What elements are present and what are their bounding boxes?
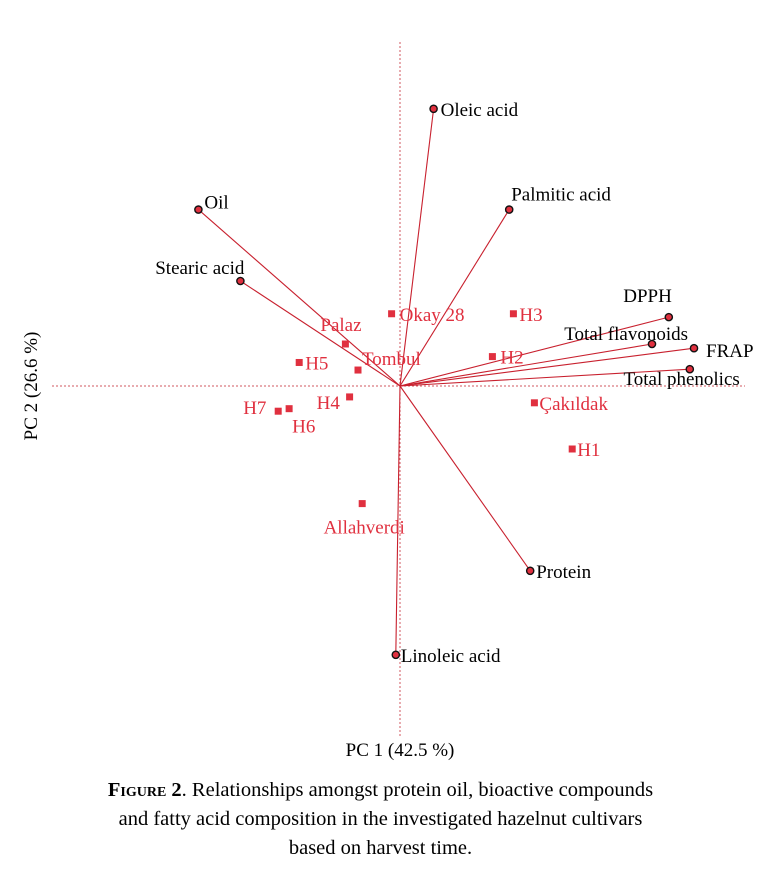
variable-label-protein: Protein: [536, 562, 591, 583]
observation-label-cakildak: Çakıldak: [539, 394, 608, 415]
observation-label-h1: H1: [577, 440, 600, 461]
observation-label-h4: H4: [317, 393, 341, 414]
observation-point-h1: [568, 445, 576, 453]
observation-point-okay-28: [388, 310, 396, 318]
variable-point-oil: [194, 205, 203, 214]
observation-point-h3: [509, 310, 517, 318]
observation-label-okay-28: Okay 28: [400, 305, 465, 326]
observation-label-allahverdi: Allahverdi: [324, 518, 405, 539]
variable-point-linoleic-acid: [391, 650, 401, 660]
loading-arrow-oil: [198, 209, 401, 387]
observation-label-h7: H7: [243, 398, 266, 419]
data-labels: Oleic acid Palmitic acid Oil Stearic acid DP…: [155, 100, 753, 667]
reference-lines: [52, 42, 745, 736]
loading-arrow-frap: [399, 347, 695, 387]
observation-label-h6: H6: [292, 417, 315, 438]
loading-arrow-protein: [399, 385, 531, 572]
variable-label-dpph: DPPH: [623, 286, 672, 307]
variable-point-palmitic-acid: [504, 205, 514, 214]
variable-label-frap: FRAP: [706, 341, 754, 362]
figure-label: Figure 2: [107, 779, 182, 801]
variable-label-palmitic-acid: Palmitic acid: [511, 185, 611, 206]
observation-point-h6: [285, 405, 293, 413]
variable-label-oleic-acid: Oleic acid: [441, 100, 519, 121]
observation-point-tombul: [354, 366, 362, 374]
loading-arrow-palmitic-acid: [399, 209, 510, 387]
caption-line-2: and fatty acid composition in the invest…: [118, 808, 643, 830]
observation-point-allahverdi: [358, 500, 366, 508]
loading-arrow-stearic-acid: [240, 280, 401, 387]
data-marks: [194, 104, 699, 660]
variable-point-total-phenolics: [685, 364, 695, 374]
pca-biplot: Oleic acid Palmitic acid Oil Stearic acid DP…: [21, 42, 754, 761]
loading-arrows: [198, 108, 695, 655]
caption-line-1: Figure 2. Relationships amongst protein …: [0, 776, 761, 805]
loading-arrow-oleic-acid: [399, 108, 435, 387]
variable-label-total-flavonoids: Total flavonoids: [564, 324, 688, 345]
variable-point-dpph: [664, 312, 674, 322]
observation-point-cakildak: [530, 399, 538, 407]
variable-label-stearic-acid: Stearic acid: [155, 258, 245, 279]
loading-arrow-linoleic-acid: [395, 385, 401, 655]
observation-point-h7: [274, 407, 282, 415]
observation-point-h2: [488, 353, 496, 361]
variable-point-protein: [525, 566, 535, 576]
observation-point-h5: [295, 358, 303, 366]
observation-label-h3: H3: [519, 305, 542, 326]
caption-line-3: based on harvest time.: [288, 837, 473, 859]
variable-label-oil: Oil: [204, 193, 228, 214]
loading-arrow-total-flavonoids: [399, 343, 653, 387]
figure-caption: Figure 2. Relationships amongst protein …: [0, 776, 761, 863]
variable-point-stearic-acid: [236, 276, 245, 286]
y-axis-title: PC 2 (26.6 %): [21, 332, 42, 441]
x-axis-title: PC 1 (42.5 %): [346, 740, 455, 761]
loading-arrow-dpph: [399, 316, 669, 387]
observation-label-h5: H5: [305, 353, 328, 374]
observation-label-h2: H2: [500, 348, 523, 369]
observation-label-tombul: Tombul: [362, 349, 421, 370]
observation-point-palaz: [341, 340, 349, 348]
variable-point-total-flavonoids: [647, 339, 657, 349]
variable-label-linoleic-acid: Linoleic acid: [401, 646, 501, 667]
observation-point-h4: [346, 393, 354, 401]
caption-text-1: . Relationships amongst protein oil, bio…: [181, 779, 654, 801]
variable-point-frap: [689, 343, 699, 353]
loading-arrow-total-phenolics: [399, 368, 690, 387]
variable-point-oleic-acid: [429, 104, 438, 114]
observation-label-palaz: Palaz: [320, 315, 361, 336]
variable-label-total-phenolics: Total phenolics: [623, 369, 739, 390]
